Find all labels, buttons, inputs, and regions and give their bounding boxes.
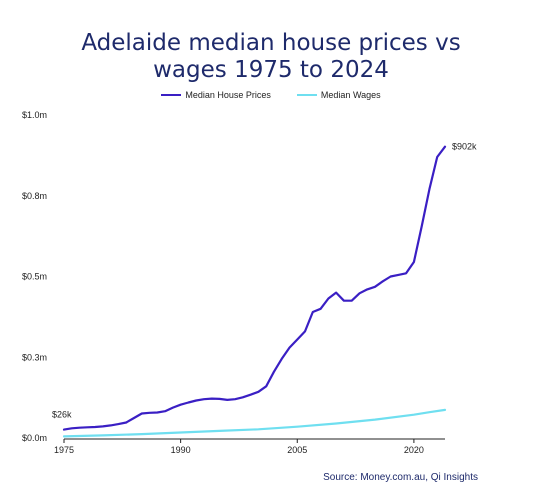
x-tick-label: 2005 bbox=[287, 445, 307, 455]
y-tick-label: $0.3m bbox=[22, 352, 47, 362]
x-tick-label: 2020 bbox=[404, 445, 424, 455]
legend-label-house-prices: Median House Prices bbox=[185, 90, 271, 100]
y-tick-label: $1.0m bbox=[22, 110, 47, 120]
chart-title-line2: wages 1975 to 2024 bbox=[153, 57, 389, 83]
legend-item-house-prices: Median House Prices bbox=[161, 90, 271, 100]
legend-label-wages: Median Wages bbox=[320, 90, 381, 100]
y-tick-label: $0.0m bbox=[22, 433, 47, 443]
chart-source: Source: Money.com.au, Qi Insights bbox=[323, 472, 478, 483]
end-value-label: $902k bbox=[452, 142, 477, 152]
series-line-wages bbox=[62, 408, 447, 438]
chart-legend: Median House Prices Median Wages bbox=[0, 90, 542, 100]
legend-swatch-house-prices bbox=[161, 94, 182, 96]
chart-title-line1: Adelaide median house prices vs bbox=[81, 30, 461, 56]
y-tick-label: $0.8m bbox=[22, 191, 47, 201]
x-tick-label: 1990 bbox=[171, 445, 191, 455]
start-value-label: $26k bbox=[52, 410, 72, 420]
chart-title: Adelaide median house prices vs wages 19… bbox=[0, 30, 542, 84]
y-tick-label: $0.5m bbox=[22, 272, 47, 282]
x-tick-label: 1975 bbox=[54, 445, 74, 455]
legend-swatch-wages bbox=[296, 94, 317, 96]
legend-item-wages: Median Wages bbox=[296, 90, 381, 100]
series-line-house-prices bbox=[62, 145, 447, 431]
